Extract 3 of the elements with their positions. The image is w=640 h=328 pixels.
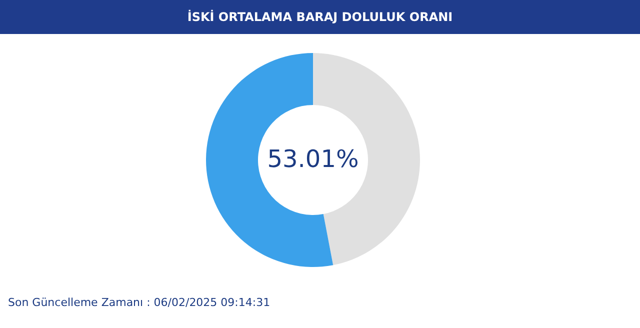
chart-title: İSKİ ORTALAMA BARAJ DOLULUK ORANI: [187, 9, 453, 24]
text: 53.01%: [267, 145, 359, 173]
text: Son Güncelleme Zamanı : 06/02/2025 09:14:31: [8, 296, 270, 309]
